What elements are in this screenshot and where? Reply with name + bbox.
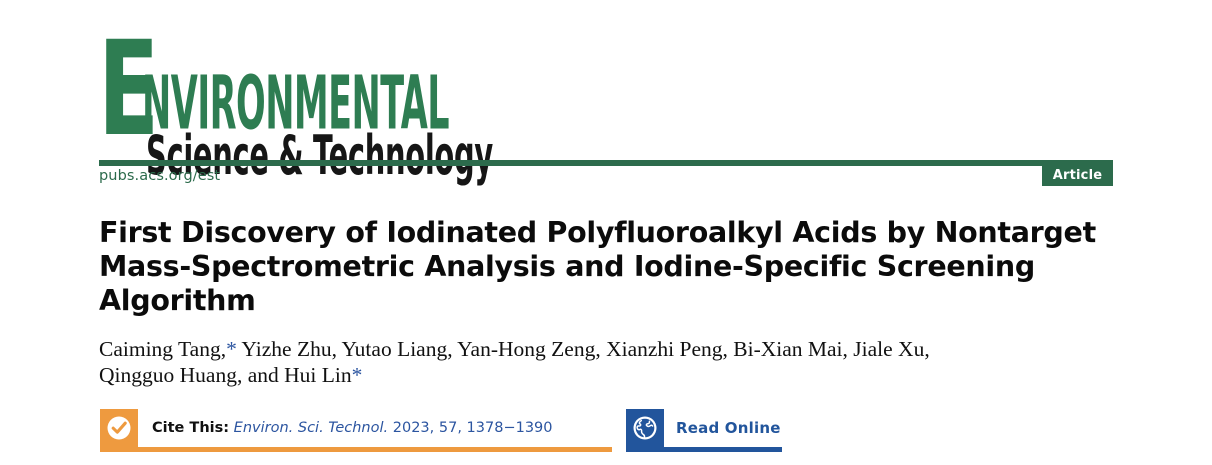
title-line-2: Mass-Spectrometric Analysis and Iodine-S…	[99, 250, 1035, 283]
globe-icon	[626, 409, 664, 447]
authors-line-2: Qingguo Huang, and Hui Lin*	[99, 362, 1099, 388]
article-type-badge: Article	[1042, 164, 1113, 186]
journal-logo: E NVIRONMENTAL Science & Technology	[98, 13, 493, 183]
author-list: Caiming Tang,* Yizhe Zhu, Yutao Liang, Y…	[99, 336, 1099, 388]
journal-logo-science-technology: Science & Technology	[146, 124, 493, 188]
check-circle-icon	[100, 409, 138, 447]
title-line-1: First Discovery of Iodinated Polyfluoroa…	[99, 216, 1096, 249]
cite-volume-pages: 2023, 57, 1378−1390	[388, 420, 553, 436]
journal-logo-environmental: NVIRONMENTAL	[142, 60, 450, 147]
corresponding-author-marker: *	[226, 337, 237, 361]
citation-text: Cite This: Environ. Sci. Technol. 2023, …	[152, 418, 553, 438]
title-line-3: Algorithm	[99, 284, 256, 317]
cite-journal-abbrev: Environ. Sci. Technol.	[233, 420, 389, 436]
authors-line-1-part-a: Caiming Tang,	[99, 337, 227, 361]
publisher-url[interactable]: pubs.acs.org/est	[99, 168, 221, 184]
cite-underline-bar	[100, 447, 612, 452]
authors-line-1-part-b: Yizhe Zhu, Yutao Liang, Yan-Hong Zeng, X…	[236, 337, 930, 361]
corresponding-author-marker-2: *	[351, 363, 363, 387]
authors-line-1: Caiming Tang,* Yizhe Zhu, Yutao Liang, Y…	[99, 336, 1099, 362]
read-online-block[interactable]: Read Online	[626, 409, 782, 459]
journal-logo-initial: E	[98, 13, 159, 166]
cite-this-label: Cite This:	[152, 420, 230, 436]
read-online-label: Read Online	[676, 419, 781, 437]
read-online-underline-bar	[626, 447, 782, 452]
page-title: First Discovery of Iodinated Polyfluoroa…	[99, 216, 1099, 318]
cite-this-block[interactable]: Cite This: Environ. Sci. Technol. 2023, …	[100, 409, 612, 459]
authors-line-2-part-a: Qingguo Huang, and Hui Lin	[99, 363, 352, 387]
header-divider	[99, 160, 1113, 166]
